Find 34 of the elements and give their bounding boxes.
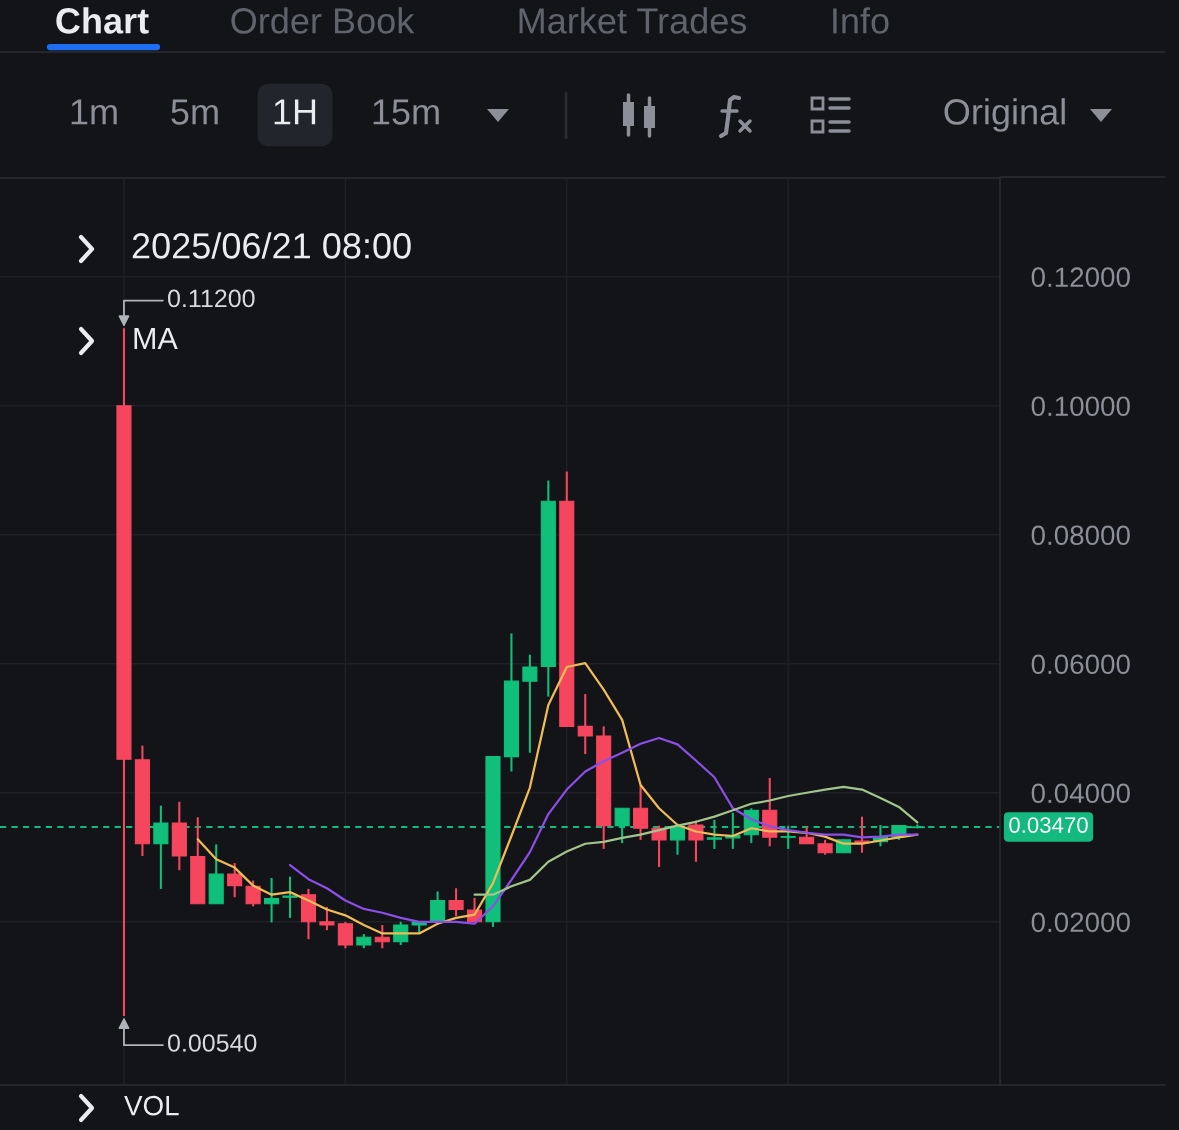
candlestick bbox=[448, 887, 464, 918]
y-tick-label: 0.02000 bbox=[1031, 912, 1130, 933]
candlestick bbox=[337, 920, 353, 950]
line-series bbox=[473, 785, 919, 896]
text: 1m bbox=[71, 99, 117, 125]
annotation: 0.00540 bbox=[168, 1034, 257, 1052]
annotation: MA bbox=[134, 327, 178, 349]
annotation: 0.11200 bbox=[168, 289, 255, 308]
candlestick bbox=[245, 879, 261, 908]
y-tick-label: 0.04000 bbox=[1031, 783, 1130, 804]
text: Order Book bbox=[231, 7, 415, 34]
y-tick-label: 0.08000 bbox=[1031, 525, 1130, 546]
candlestick bbox=[319, 905, 335, 932]
text: Market Trades bbox=[519, 7, 747, 34]
annotation: 2025/06/21 08:00 bbox=[132, 232, 411, 259]
candlestick bbox=[780, 824, 796, 850]
candlestick bbox=[264, 876, 280, 924]
text: 1H bbox=[274, 99, 316, 125]
text: Chart bbox=[56, 7, 149, 34]
candlestick bbox=[430, 890, 446, 923]
text: Original bbox=[944, 98, 1065, 132]
text: 5m bbox=[171, 99, 218, 125]
line-series bbox=[288, 736, 919, 925]
candlestick bbox=[577, 693, 593, 756]
y-tick-label: 0.12000 bbox=[1031, 267, 1130, 288]
candlestick bbox=[227, 862, 243, 899]
text: Info bbox=[833, 7, 889, 34]
y-tick-label: 0.10000 bbox=[1031, 396, 1130, 417]
text: 15m bbox=[373, 99, 439, 125]
candlestick bbox=[522, 653, 538, 754]
text: VOL bbox=[124, 1095, 179, 1116]
y-tick-label: 0.06000 bbox=[1031, 654, 1130, 675]
candlestick bbox=[282, 875, 298, 919]
ref-line-label: 0.03470 bbox=[1009, 817, 1088, 833]
